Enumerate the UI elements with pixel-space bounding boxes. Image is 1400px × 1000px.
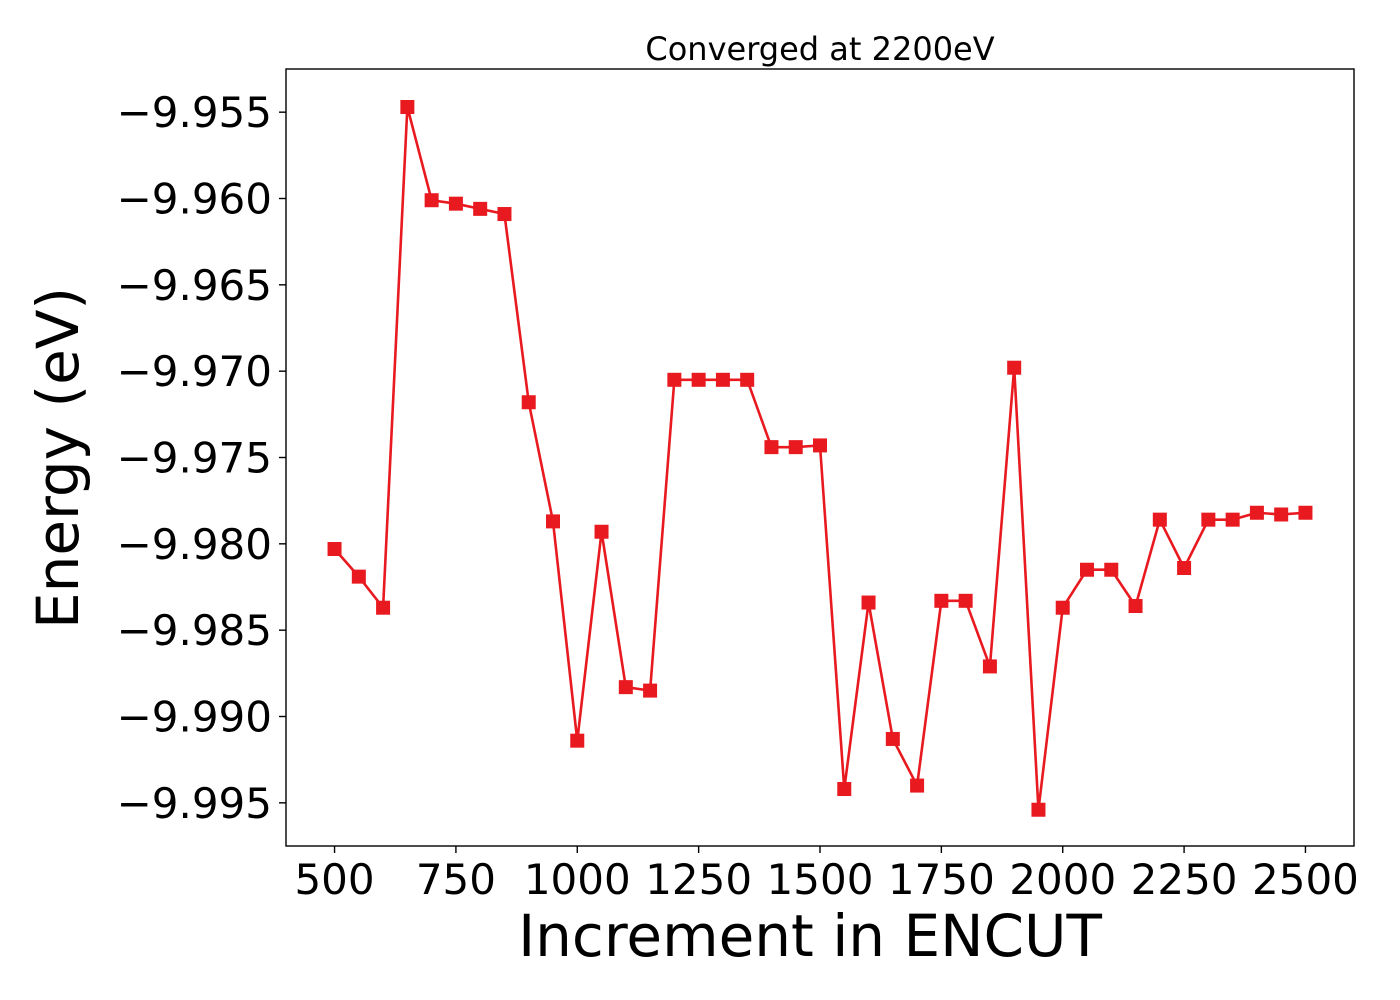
y-tick-label: −9.965 [117,261,272,310]
chart-title: Converged at 2200eV [645,30,994,68]
data-point-marker [521,395,536,410]
data-point-marker [1080,562,1094,577]
data-point-marker [958,593,973,608]
data-point-marker [1007,360,1022,375]
x-axis-label: Increment in ENCUT [518,902,1102,970]
data-point-marker [1055,600,1070,615]
y-tick-label: −9.960 [117,175,272,224]
data-point-marker [910,778,925,793]
data-point-marker [764,440,779,455]
data-point-marker [1201,512,1216,527]
data-point-marker [351,569,366,584]
data-point-marker [546,514,560,529]
y-tick-label: −9.955 [117,88,272,137]
data-point-marker [327,542,342,557]
data-point-marker [691,372,706,387]
x-tick-label: 750 [416,855,496,904]
data-point-marker [715,372,730,387]
data-point-marker [594,524,609,539]
y-tick-label: −9.975 [117,434,272,483]
data-point-marker [1225,512,1240,527]
data-point-marker [473,201,488,216]
data-point-marker [618,680,633,695]
data-point-marker [788,440,803,455]
data-point-marker [1249,505,1264,520]
x-tick-label: 1250 [645,855,752,904]
data-point-marker [740,372,755,387]
data-point-marker [1031,802,1046,817]
x-tick-label: 2250 [1131,855,1238,904]
data-point-marker [837,782,852,797]
y-axis: −9.955 −9.960 −9.965 −9.970 −9.975 −9.980 −9.9… [117,88,286,828]
data-point-marker [448,196,463,211]
data-point-marker [982,659,997,674]
data-point-marker [1177,561,1192,576]
y-tick-label: −9.970 [117,347,272,396]
data-point-marker [1128,598,1143,613]
data-point-marker [885,731,900,746]
x-tick-label: 2500 [1252,855,1359,904]
data-point-marker [376,600,391,615]
data-point-marker [1298,505,1313,520]
data-point-marker [667,372,682,387]
x-tick-label: 2000 [1009,855,1116,904]
y-tick-label: −9.985 [117,606,272,655]
data-point-marker [643,683,658,698]
data-point-marker [400,99,415,114]
x-tick-label: 500 [294,855,374,904]
x-tick-label: 1750 [888,855,995,904]
y-tick-label: −9.995 [117,779,272,828]
y-axis-label: Energy (eV) [24,287,92,629]
y-tick-label: −9.980 [117,520,272,569]
x-tick-label: 1500 [767,855,874,904]
energy-series [327,99,1313,817]
data-point-marker [861,595,876,610]
data-point-marker [1104,562,1119,577]
x-axis: 500 750 1000 1250 1500 1750 2000 2250 2500 [294,846,1359,904]
data-point-marker [934,593,949,608]
y-tick-label: −9.990 [117,693,272,742]
data-point-marker [1274,507,1289,522]
data-point-marker [1152,512,1167,527]
x-tick-label: 1000 [524,855,631,904]
data-point-marker [813,438,827,453]
data-point-marker [570,733,585,748]
data-point-marker [497,207,512,222]
data-point-marker [424,193,439,208]
